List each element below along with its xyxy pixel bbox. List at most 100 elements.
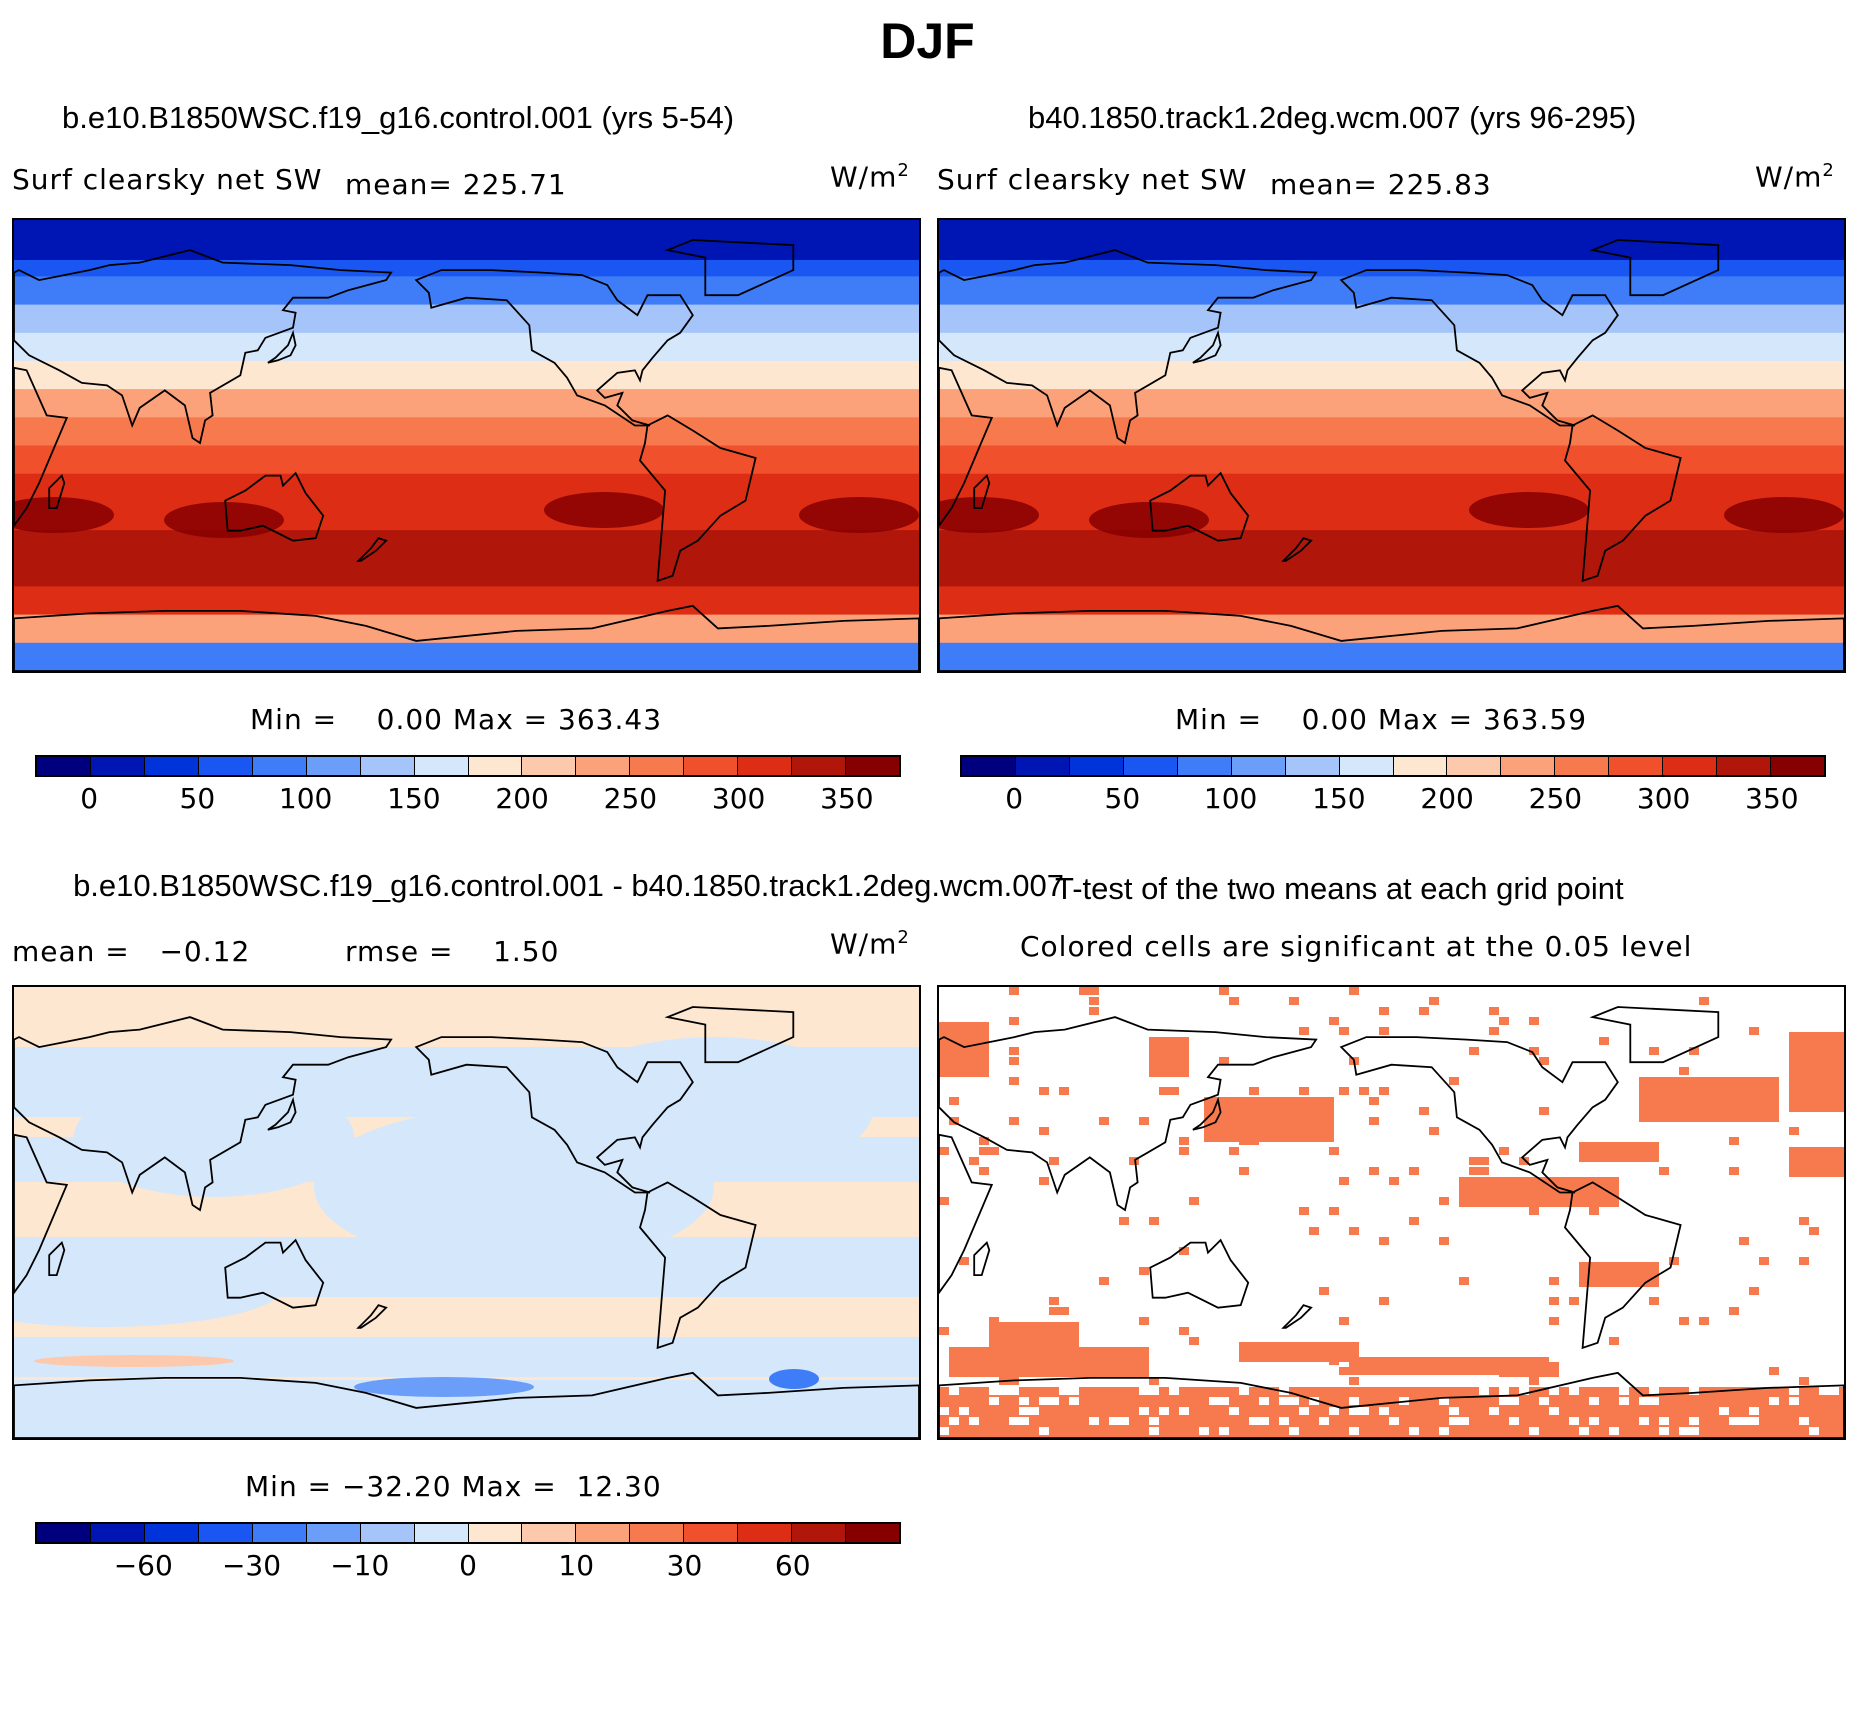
nonsignificant-cell [1089, 1417, 1099, 1425]
nonsignificant-cell [1819, 1387, 1829, 1395]
significant-cell [1379, 1007, 1389, 1015]
significant-cell [1349, 1417, 1359, 1425]
nonsignificant-cell [1489, 1407, 1499, 1415]
significant-cell [1729, 1407, 1739, 1415]
significant-cell [1249, 1137, 1259, 1145]
significant-cell [1479, 1157, 1489, 1165]
significant-cell [1799, 1217, 1809, 1225]
significant-cell [1419, 1387, 1429, 1395]
significant-cell [1539, 1107, 1549, 1115]
coastline [973, 473, 991, 509]
field-max [34, 1355, 234, 1367]
coastline [267, 1096, 297, 1131]
nonsignificant-cell [1619, 1397, 1629, 1405]
significant-cell [1689, 1047, 1699, 1055]
significant-cell [1699, 997, 1709, 1005]
coastline [939, 1371, 1844, 1438]
colorbar-tick-label: −30 [221, 1549, 282, 1582]
significant-cell [1339, 1027, 1349, 1035]
coastline [1281, 1304, 1313, 1329]
colorbar-tick-label: 50 [1104, 782, 1141, 815]
colorbar-swatch [1555, 757, 1610, 775]
nonsignificant-cell [1549, 1407, 1559, 1415]
field-band [14, 360, 919, 391]
significant-cell [969, 1157, 979, 1165]
nonsignificant-cell [949, 1387, 959, 1395]
significant-cell [1139, 1117, 1149, 1125]
significant-cell [1729, 1307, 1739, 1315]
field-band [939, 389, 1844, 419]
significant-cell [1049, 1307, 1059, 1315]
significant-cell [1209, 1387, 1219, 1395]
significant-cell [1709, 1417, 1719, 1425]
coastline [14, 1371, 919, 1438]
nonsignificant-cell [1169, 1387, 1179, 1395]
coastline [1149, 471, 1250, 542]
coastline [1564, 1181, 1682, 1350]
significant-cell [1239, 1137, 1249, 1145]
significant-cell [1319, 1287, 1329, 1295]
significant-cell [1059, 1307, 1069, 1315]
colorbar-tick-label: 200 [495, 782, 549, 815]
case2-mean: mean= 225.83 [1270, 168, 1492, 201]
field-min [769, 1369, 819, 1389]
field-band [939, 501, 1844, 532]
field-max [939, 497, 1039, 533]
colorbar-swatch [1501, 757, 1556, 775]
nonsignificant-cell [1659, 1417, 1669, 1425]
nonsignificant-cell [1589, 1417, 1599, 1425]
significant-cell-region [1459, 1177, 1619, 1207]
nonsignificant-cell [1749, 1407, 1759, 1415]
significant-cell [1779, 1417, 1789, 1425]
significant-cell [1429, 1127, 1439, 1135]
significant-cell [1149, 1217, 1159, 1225]
colorbar-swatch [792, 1524, 847, 1542]
significant-cell-region [1204, 1097, 1334, 1142]
field-blob [14, 1247, 284, 1327]
significant-cell [1129, 1157, 1139, 1165]
significant-cell [1179, 1147, 1189, 1155]
significant-cell [1549, 1317, 1559, 1325]
case2-minmax: Min = 0.00 Max = 363.59 [1175, 703, 1588, 736]
nonsignificant-cell [1379, 1407, 1389, 1415]
colorbar-swatch [846, 1524, 899, 1542]
significant-cell [1659, 1167, 1669, 1175]
significant-cell [1669, 1257, 1679, 1265]
nonsignificant-cell [939, 1407, 949, 1415]
nonsignificant-cell [999, 1387, 1009, 1395]
significant-cell [1369, 1167, 1379, 1175]
significant-cell [949, 1097, 959, 1105]
nonsignificant-cell [1739, 1417, 1749, 1425]
coastline [48, 473, 66, 509]
significant-cell [1139, 1267, 1149, 1275]
significant-cell [1359, 1427, 1369, 1435]
nonsignificant-cell [1199, 1427, 1209, 1435]
coastline [48, 1240, 66, 1276]
nonsignificant-cell [1329, 1407, 1339, 1415]
colorbar-swatch [1717, 757, 1772, 775]
nonsignificant-cell [969, 1417, 979, 1425]
colorbar-swatch [792, 757, 847, 775]
colorbar-tick-label: 300 [1636, 782, 1691, 815]
significant-cell [1529, 1047, 1539, 1055]
case2-colorbar [960, 755, 1826, 777]
significant-cell [1039, 1177, 1049, 1185]
nonsignificant-cell [1069, 1387, 1079, 1395]
significant-cell [1389, 1177, 1399, 1185]
significant-cell [1499, 1147, 1509, 1155]
case1-units-exp: 2 [897, 160, 910, 181]
nonsignificant-cell [989, 1397, 999, 1405]
colorbar-tick-label: 250 [1528, 782, 1583, 815]
significant-cell [1569, 1297, 1579, 1305]
significant-cell [1239, 1167, 1249, 1175]
field-band [14, 445, 919, 475]
significant-cell [1249, 1087, 1259, 1095]
significant-cell [1219, 1057, 1229, 1065]
significant-cell [1179, 1327, 1189, 1335]
colorbar-tick-label: 350 [820, 782, 874, 815]
colorbar-swatch [522, 757, 577, 775]
colorbar-swatch [1393, 757, 1448, 775]
diff-colorbar-ticks: −60 −30 −10 0 10 30 60 [35, 1549, 901, 1585]
colorbar-swatch [630, 1524, 685, 1542]
field-band [14, 614, 919, 644]
